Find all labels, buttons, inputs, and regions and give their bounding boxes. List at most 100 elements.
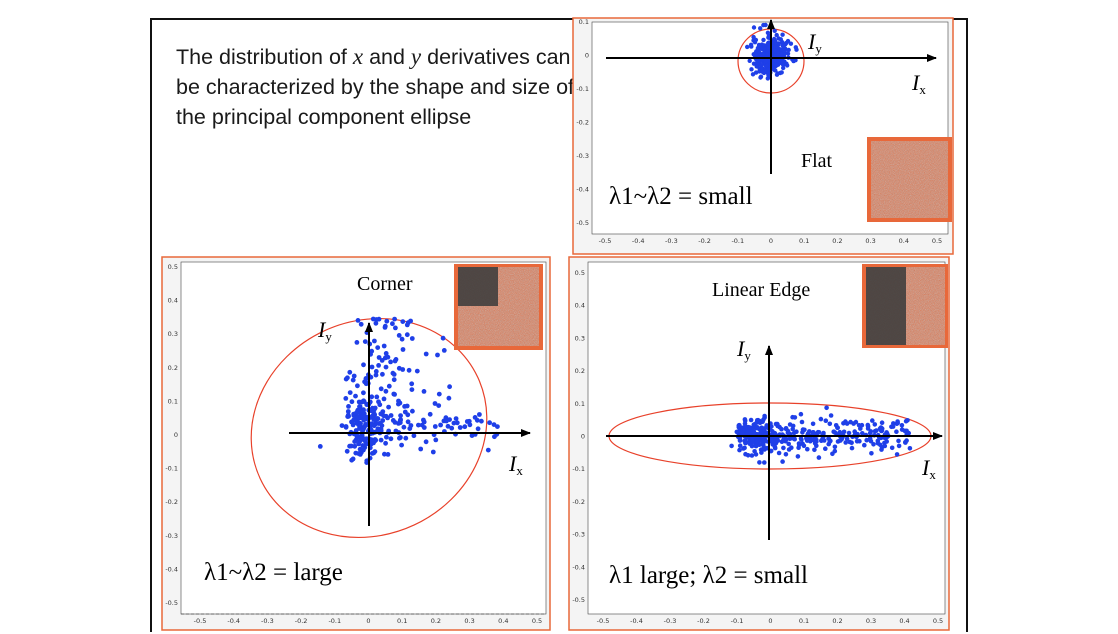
iy-label: Iy [317,317,332,344]
data-point [781,445,786,451]
data-point [405,419,411,425]
data-point [748,417,754,423]
data-point [421,389,427,394]
data-point [755,45,761,51]
data-point [736,423,742,428]
data-point [380,371,385,377]
data-point [758,75,763,80]
data-point [737,443,743,449]
data-point [396,333,402,338]
data-point [383,364,389,370]
data-point [751,25,757,30]
data-point [807,429,812,434]
panel-flat: 0.10-0.1-0.2-0.3-0.4-0.5 -0.5 -0.4 -0.3 -0.… [572,17,954,255]
data-point [404,332,410,338]
tick-label: 0.1 [575,400,585,408]
data-point [786,441,791,447]
data-point [772,28,777,33]
data-point [409,381,415,387]
data-point [479,418,484,424]
data-point [447,417,452,422]
data-point [749,443,755,449]
data-point [433,437,439,443]
data-point [347,390,353,395]
data-point [475,426,481,432]
data-point [381,396,387,402]
data-point [357,446,363,452]
edge-label: Linear Edge [712,279,810,301]
data-point [477,412,482,417]
data-point [446,395,452,401]
tick-label: -0.4 [572,563,585,571]
data-point [390,321,395,327]
data-point [772,36,777,42]
data-point [440,335,446,341]
data-point [378,411,384,417]
tick-label: 0.5 [532,617,542,625]
data-point [375,416,381,422]
data-point [827,421,833,427]
data-point [358,423,363,429]
data-point [388,413,394,418]
data-point [774,32,779,38]
data-point [796,442,802,448]
data-point [832,444,838,450]
data-point [841,429,847,435]
tick-label: -0.1 [165,465,178,473]
data-point [373,437,379,443]
data-point [397,435,402,441]
data-point [816,455,822,460]
data-point [388,359,393,365]
data-point [753,443,758,449]
data-point [349,399,355,405]
data-point [795,454,801,459]
tick-label: 0 [366,617,370,625]
data-point [383,351,389,356]
tick-label: -0.3 [664,617,677,625]
data-point [351,373,357,379]
data-point [879,447,884,452]
data-point [462,424,468,430]
data-point [762,413,767,419]
data-point [895,420,900,426]
ix-label: Ix [508,451,523,478]
corner-label: Corner [357,273,413,295]
data-point [899,427,905,432]
data-point [740,430,745,436]
data-point [423,439,429,445]
data-point [375,345,381,350]
data-point [374,394,380,400]
data-point [405,412,411,418]
tick-label: -0.5 [599,237,612,245]
tick-label: -0.2 [576,119,589,127]
data-point [844,436,850,442]
data-point [364,402,370,407]
data-point [398,413,403,418]
tick-label: 0.2 [168,364,178,372]
data-point [827,439,833,444]
data-point [410,408,415,414]
data-point [356,441,361,447]
data-point [784,61,789,66]
data-point [837,438,843,443]
data-point [454,420,460,426]
data-point [875,441,881,446]
data-point [789,445,794,451]
data-point [747,58,752,63]
tick-label: 0 [174,431,178,439]
data-point [823,418,829,424]
data-point [754,420,759,425]
data-point [397,418,403,423]
data-point [392,358,398,364]
data-point [363,376,369,381]
data-point [841,421,846,426]
data-point [772,62,778,67]
data-point [783,438,788,444]
data-point [403,435,409,441]
data-point [768,438,774,444]
tick-label: -0.1 [576,85,589,93]
data-point [765,30,771,35]
data-point [401,424,407,430]
data-point [364,460,370,465]
data-point [408,423,414,428]
